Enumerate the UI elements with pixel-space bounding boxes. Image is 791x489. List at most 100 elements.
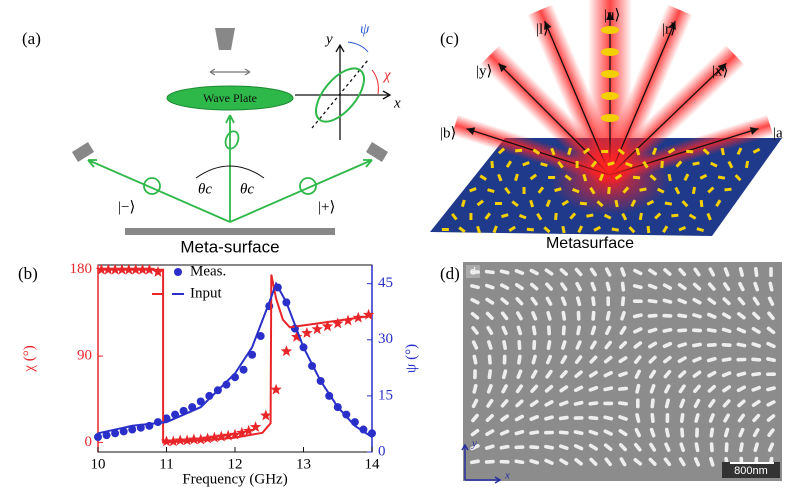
nanopillar xyxy=(769,267,773,277)
nanopillar xyxy=(532,340,536,350)
wave-spot xyxy=(601,26,619,34)
y2-axis-label: ψ (°) xyxy=(403,344,419,373)
nanopillar xyxy=(633,299,643,303)
nanopillar xyxy=(517,340,521,350)
nanopillar xyxy=(514,445,524,449)
panel-d: (d) d 800nm y x xyxy=(440,262,782,483)
panel-label: (d) xyxy=(440,264,460,283)
ket: |y⟩ xyxy=(476,63,492,79)
dot-marker xyxy=(240,366,248,374)
theta: θc xyxy=(198,181,212,197)
nanopillar xyxy=(544,431,554,435)
star-marker xyxy=(281,345,292,356)
figure: (a) Wave Plate θc θc |−⟩ |+⟩ Meta-surfac… xyxy=(0,0,791,489)
meta-atom xyxy=(490,161,494,168)
nanopillar xyxy=(710,442,714,452)
meta-atom xyxy=(495,202,502,205)
meta-atom xyxy=(523,187,526,194)
y-tick-label: 180 xyxy=(70,261,93,277)
meta-atom xyxy=(633,176,640,180)
nanopillar xyxy=(695,428,699,438)
nanopillar xyxy=(547,325,551,335)
meta-atom xyxy=(576,161,579,168)
y2-tick-label: 15 xyxy=(378,387,393,403)
nanopillar xyxy=(529,445,539,449)
wave-spot xyxy=(601,48,619,56)
nanopillar xyxy=(677,328,687,332)
nanopillar xyxy=(500,460,510,464)
x-tick-label: 13 xyxy=(296,456,311,472)
inset-axes xyxy=(295,45,390,140)
meta-atom xyxy=(515,149,522,153)
x-tick-label: 10 xyxy=(91,456,106,472)
panel-c: (c) |u⟩ |l⟩ |r⟩ |y⟩ |x⟩ |b⟩ |a Metasurfa… xyxy=(430,0,783,252)
wave-spot xyxy=(601,114,619,122)
star-marker xyxy=(301,327,312,338)
wave-spot xyxy=(601,92,619,100)
wave-spot xyxy=(601,70,619,78)
nanopillar xyxy=(577,311,581,321)
y-tick-label: 0 xyxy=(85,434,93,450)
ket: |b⟩ xyxy=(440,125,456,141)
plot-frame xyxy=(98,265,372,452)
psi-label: ψ xyxy=(360,21,370,37)
source-right xyxy=(366,142,388,162)
surface-label: Metasurface xyxy=(546,235,634,252)
dot-marker xyxy=(94,433,102,441)
meta-atom xyxy=(527,228,534,232)
nanopillar xyxy=(662,314,672,318)
axis-label: y xyxy=(324,31,333,47)
ket: |−⟩ xyxy=(118,199,135,215)
nanopillar xyxy=(736,358,746,362)
wave-plate-label: Wave Plate xyxy=(203,91,257,105)
nanopillar xyxy=(562,325,566,335)
chi-arc xyxy=(372,70,378,94)
nanopillar xyxy=(666,413,670,423)
surface-label: Meta-surface xyxy=(180,237,279,256)
nanopillar xyxy=(606,296,610,306)
meta-atom xyxy=(607,187,611,194)
psi-arc xyxy=(348,42,368,52)
legend-dot xyxy=(174,268,182,276)
glow xyxy=(550,145,670,215)
panel-a: (a) Wave Plate θc θc |−⟩ |+⟩ Meta-surfac… xyxy=(22,21,401,256)
nanopillar xyxy=(473,369,477,379)
axis-label: y xyxy=(471,438,477,450)
panel-label: (b) xyxy=(18,264,38,283)
nanopillar xyxy=(503,355,507,365)
panel-label: (c) xyxy=(440,29,459,48)
rotate-arrow xyxy=(210,69,250,75)
nanopillar xyxy=(721,343,731,347)
legend-label: Meas. xyxy=(190,263,226,279)
legend-label: Input xyxy=(190,285,222,301)
ket: |+⟩ xyxy=(318,199,335,215)
ket: |r⟩ xyxy=(662,21,676,37)
nanopillar xyxy=(636,398,640,408)
nanopillar xyxy=(485,460,495,464)
theta: θc xyxy=(240,181,254,197)
meta-atom xyxy=(548,176,555,179)
axis-label: x xyxy=(393,95,401,111)
ket: |x⟩ xyxy=(712,63,728,79)
meta-atom xyxy=(660,161,664,168)
chi-label: χ xyxy=(382,67,391,83)
y-axis-label: χ (°) xyxy=(21,345,37,372)
panel-b: (b) 10111213140901800153045Frequency (GH… xyxy=(18,261,419,487)
meta-atom xyxy=(469,213,472,220)
scale-label: 800nm xyxy=(734,465,768,477)
meta-atom xyxy=(580,202,587,206)
y2-tick-label: 30 xyxy=(378,331,393,347)
nanopillar xyxy=(470,270,480,274)
nanopillar xyxy=(692,328,702,332)
nanopillar xyxy=(707,343,717,347)
meta-atom xyxy=(686,150,693,154)
series-line xyxy=(98,284,372,437)
nanopillar xyxy=(603,402,613,406)
ket: |u⟩ xyxy=(604,7,620,23)
legend-star xyxy=(152,266,163,277)
meta-atom xyxy=(601,150,608,153)
y2-tick-label: 45 xyxy=(378,275,393,291)
x-tick-label: 11 xyxy=(159,456,173,472)
source-left xyxy=(72,142,94,162)
x-tick-label: 12 xyxy=(228,456,243,472)
